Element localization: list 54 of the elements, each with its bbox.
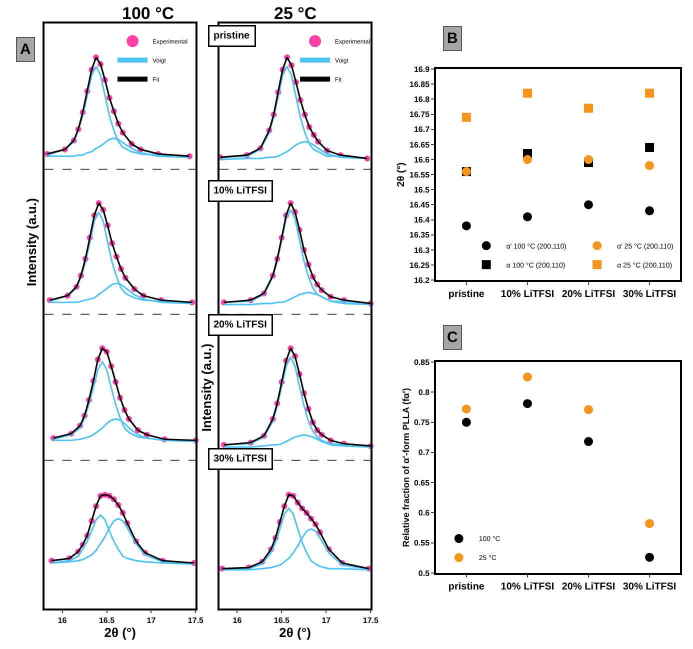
y-tick-label: 16.6 xyxy=(414,155,430,164)
x-axis-title: 2θ (°) xyxy=(104,624,136,640)
text: A xyxy=(20,41,31,58)
text: 20% LiTFSI xyxy=(214,320,268,330)
y-tick-label: 0.75 xyxy=(414,418,430,428)
x-tick-label: 16.5 xyxy=(98,616,116,625)
y-tick-label: 16.2 xyxy=(414,276,430,285)
x-tick-label: pristine xyxy=(448,288,485,300)
text: pristine xyxy=(214,30,250,42)
y-tick-label: 0.65 xyxy=(414,478,430,488)
y-tick-label: 16.25 xyxy=(410,260,430,270)
x-tick-label: 17 xyxy=(322,616,332,625)
y-tick-label: 0.6 xyxy=(418,508,430,518)
text: C xyxy=(447,329,458,346)
x-axis-title: 2θ (°) xyxy=(279,624,311,640)
y-tick-label: 0.5 xyxy=(418,568,430,578)
x-tick-label: 16 xyxy=(58,616,68,625)
x-tick-label: 20% LiTFSI xyxy=(562,582,616,593)
x-tick-label: 16 xyxy=(232,616,242,625)
y-tick-label: 16.75 xyxy=(410,110,430,120)
y-tick-label: 16.85 xyxy=(410,80,430,89)
y-tick-label: 16.35 xyxy=(410,230,430,240)
x-tick-label: pristine xyxy=(448,582,485,593)
text: B xyxy=(447,30,458,47)
y-axis-title: Intensity (a.u.) xyxy=(199,344,214,432)
y-tick-label: 16.4 xyxy=(414,216,430,225)
y-tick-label: 0.8 xyxy=(418,388,430,397)
x-tick-label: 30% LiTFSI xyxy=(622,288,676,300)
x-tick-label: 20% LiTFSI xyxy=(562,288,616,300)
x-tick-label: 30% LiTFSI xyxy=(622,582,676,593)
y-tick-label: 16.45 xyxy=(410,200,430,210)
text: 10% LiTFSI xyxy=(214,186,268,196)
y-axis-title: Intensity (a.u.) xyxy=(24,198,40,286)
y-tick-label: 0.85 xyxy=(414,358,430,367)
y-tick-label: 16.8 xyxy=(414,95,430,104)
x-tick-label: 10% LiTFSI xyxy=(500,288,554,300)
y-tick-label: 16.65 xyxy=(410,140,430,150)
y-tick-label: 0.55 xyxy=(414,538,430,548)
y-axis-title: 2θ (°) xyxy=(396,162,408,187)
x-tick-label: 17 xyxy=(146,616,156,625)
annotation: 30% LiTFSI xyxy=(214,454,268,464)
y-tick-label: 0.7 xyxy=(418,448,430,458)
y-tick-label: 16.7 xyxy=(414,125,430,134)
chart-title: 25 °C xyxy=(274,4,317,23)
x-tick-label: 17.5 xyxy=(362,616,379,625)
y-tick-label: 16.3 xyxy=(414,246,430,255)
x-tick-label: 17.5 xyxy=(188,616,204,625)
y-tick-label: 16.5 xyxy=(414,185,430,194)
y-tick-label: 16.9 xyxy=(414,64,430,74)
x-tick-label: 16.5 xyxy=(274,616,290,625)
y-tick-label: 16.55 xyxy=(410,170,430,180)
chart-title: 100 °C xyxy=(122,4,174,23)
y-axis-title: Relative fraction of α'-form PLLA (fα') xyxy=(400,388,411,547)
x-tick-label: 10% LiTFSI xyxy=(500,582,554,593)
